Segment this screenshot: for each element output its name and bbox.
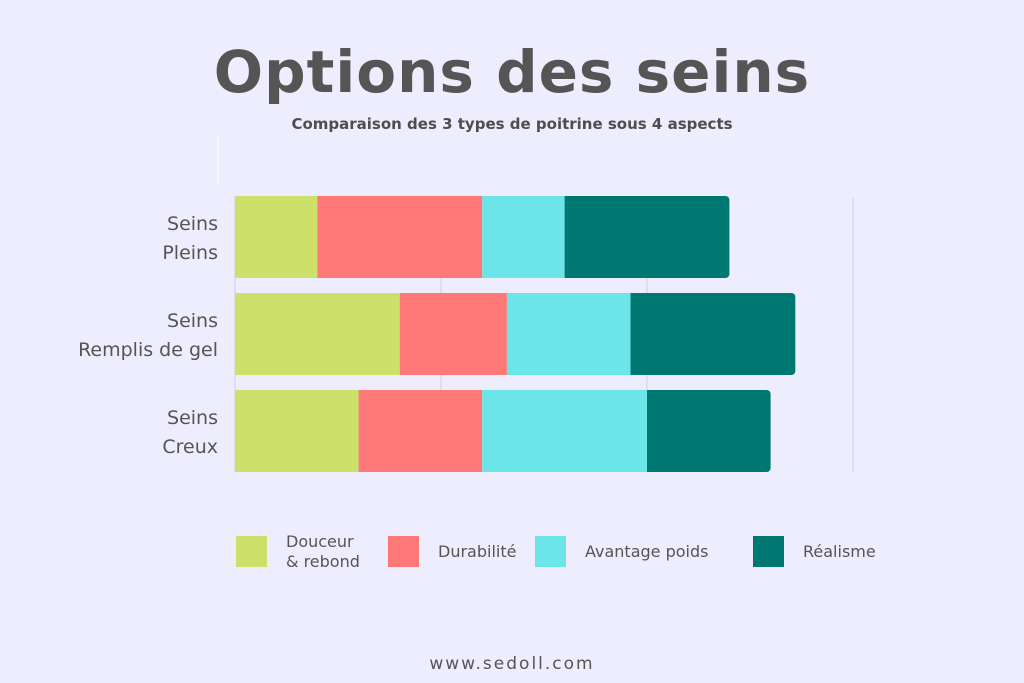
bar-segment xyxy=(235,196,318,278)
bar-segment-end xyxy=(719,196,730,278)
bar-segment xyxy=(235,390,359,472)
legend: Douceur & rebond Durabilité Avantage poi… xyxy=(0,532,1024,582)
category-label: Remplis de gel xyxy=(78,339,218,361)
category-label: Creux xyxy=(162,436,218,458)
legend-label-durabilite: Durabilité xyxy=(438,542,517,561)
category-label: Seins xyxy=(167,407,218,429)
bar-segment xyxy=(630,293,792,375)
legend-swatch-durabilite xyxy=(388,536,419,567)
bar-segment-end xyxy=(760,390,771,472)
bar-segment xyxy=(647,390,767,472)
legend-label-realisme: Réalisme xyxy=(803,542,876,561)
bar-segment xyxy=(358,390,483,472)
legend-label-avantage-poids: Avantage poids xyxy=(585,542,709,561)
bar-segment xyxy=(235,293,400,375)
bar-segment xyxy=(399,293,507,375)
bar-segment xyxy=(317,196,483,278)
legend-swatch-avantage-poids xyxy=(535,536,566,567)
category-label: Seins xyxy=(167,213,218,235)
legend-swatch-douceur xyxy=(236,536,267,567)
category-label: Seins xyxy=(167,310,218,332)
category-label: Pleins xyxy=(162,242,218,264)
bar-segment xyxy=(506,293,631,375)
legend-label-douceur: Douceur & rebond xyxy=(286,532,360,571)
website-footer: www.sedoll.com xyxy=(429,654,595,674)
bar-segment xyxy=(564,196,726,278)
bar-segment xyxy=(482,390,647,472)
chart-title: Options des seins xyxy=(213,38,811,106)
bar-segment xyxy=(482,196,565,278)
legend-swatch-realisme xyxy=(753,536,784,567)
bar-segment-end xyxy=(785,293,796,375)
chart-subtitle: Comparaison des 3 types de poitrine sous… xyxy=(291,115,733,133)
